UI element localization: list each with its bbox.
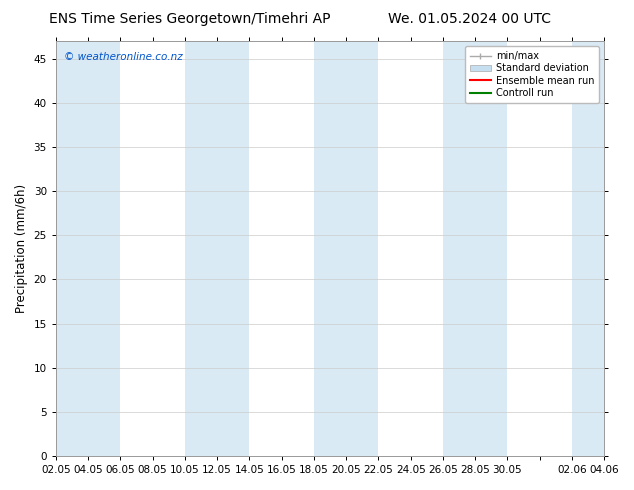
Text: We. 01.05.2024 00 UTC: We. 01.05.2024 00 UTC — [387, 12, 551, 26]
Text: ENS Time Series Georgetown/Timehri AP: ENS Time Series Georgetown/Timehri AP — [49, 12, 331, 26]
Y-axis label: Precipitation (mm/6h): Precipitation (mm/6h) — [15, 184, 28, 313]
Bar — [443, 41, 507, 456]
Bar — [185, 41, 249, 456]
Legend: min/max, Standard deviation, Ensemble mean run, Controll run: min/max, Standard deviation, Ensemble me… — [465, 46, 599, 103]
Bar — [572, 41, 634, 456]
Bar — [56, 41, 120, 456]
Text: © weatheronline.co.nz: © weatheronline.co.nz — [64, 51, 183, 62]
Bar — [314, 41, 378, 456]
